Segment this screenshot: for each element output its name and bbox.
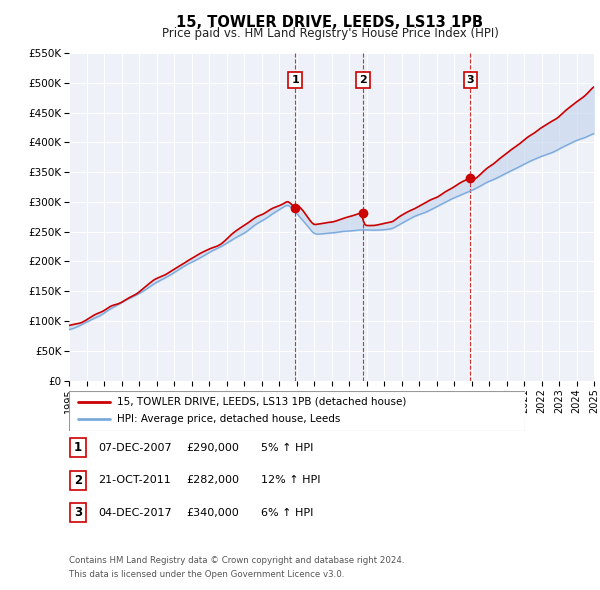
Text: Price paid vs. HM Land Registry's House Price Index (HPI): Price paid vs. HM Land Registry's House … <box>161 27 499 40</box>
Text: 6% ↑ HPI: 6% ↑ HPI <box>261 508 313 517</box>
Text: 3: 3 <box>74 506 82 519</box>
Text: £290,000: £290,000 <box>186 443 239 453</box>
Text: 1: 1 <box>291 75 299 85</box>
Text: 2: 2 <box>74 474 82 487</box>
Text: 2: 2 <box>359 75 367 85</box>
Text: 12% ↑ HPI: 12% ↑ HPI <box>261 476 320 485</box>
Text: 3: 3 <box>466 75 474 85</box>
Text: 1: 1 <box>74 441 82 454</box>
Text: HPI: Average price, detached house, Leeds: HPI: Average price, detached house, Leed… <box>117 414 340 424</box>
Text: 15, TOWLER DRIVE, LEEDS, LS13 1PB: 15, TOWLER DRIVE, LEEDS, LS13 1PB <box>176 15 484 30</box>
Text: Contains HM Land Registry data © Crown copyright and database right 2024.: Contains HM Land Registry data © Crown c… <box>69 556 404 565</box>
Text: £282,000: £282,000 <box>186 476 239 485</box>
Text: 07-DEC-2007: 07-DEC-2007 <box>98 443 172 453</box>
Text: 04-DEC-2017: 04-DEC-2017 <box>98 508 172 517</box>
Text: £340,000: £340,000 <box>186 508 239 517</box>
Text: This data is licensed under the Open Government Licence v3.0.: This data is licensed under the Open Gov… <box>69 571 344 579</box>
Text: 21-OCT-2011: 21-OCT-2011 <box>98 476 170 485</box>
Text: 15, TOWLER DRIVE, LEEDS, LS13 1PB (detached house): 15, TOWLER DRIVE, LEEDS, LS13 1PB (detac… <box>117 397 406 407</box>
Text: 5% ↑ HPI: 5% ↑ HPI <box>261 443 313 453</box>
